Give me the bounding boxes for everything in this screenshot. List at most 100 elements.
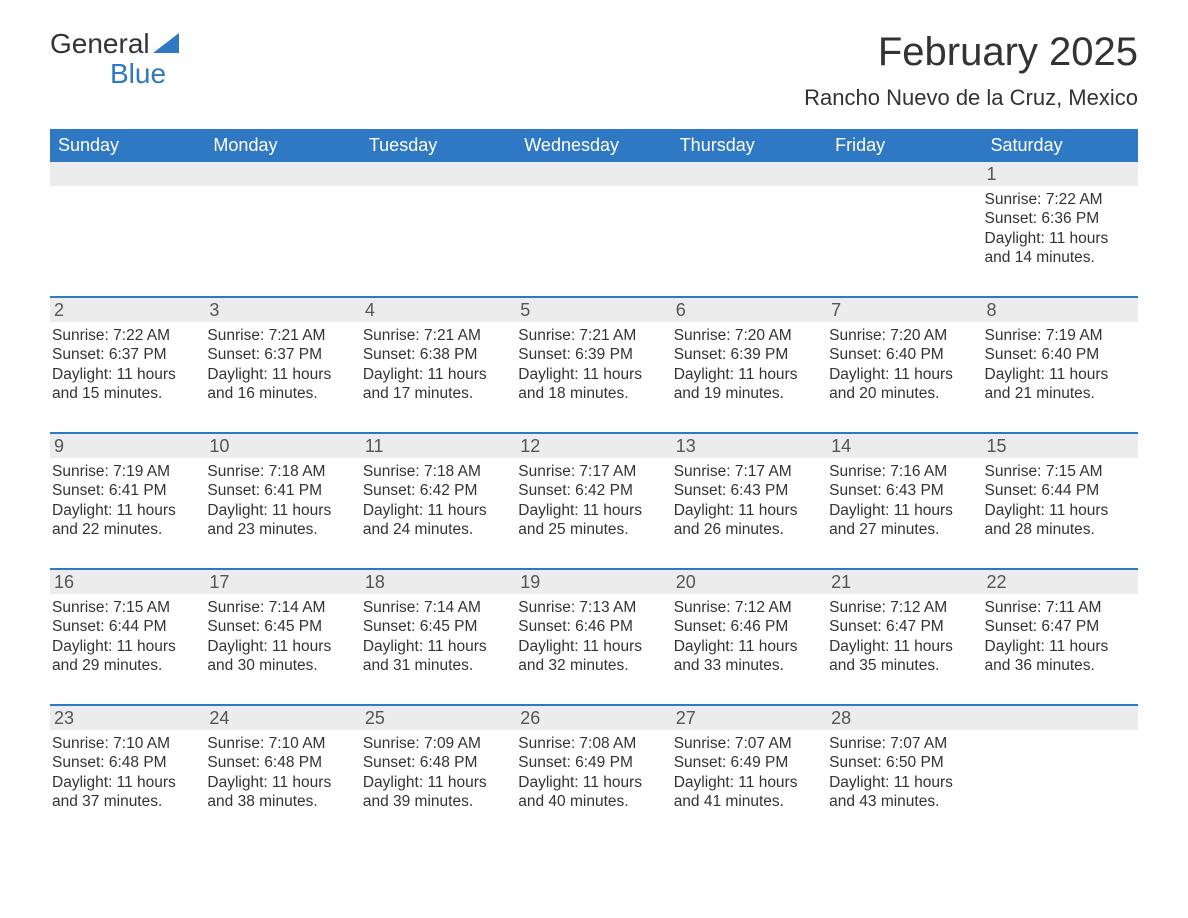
day-number: 12 bbox=[516, 434, 671, 458]
sunset-line: Sunset: 6:39 PM bbox=[674, 345, 821, 364]
day-body: Sunrise: 7:18 AMSunset: 6:41 PMDaylight:… bbox=[205, 462, 354, 540]
sunset-line: Sunset: 6:44 PM bbox=[985, 481, 1132, 500]
daylight-line2: and 21 minutes. bbox=[985, 384, 1132, 403]
day-cell: 24Sunrise: 7:10 AMSunset: 6:48 PMDayligh… bbox=[205, 706, 360, 826]
week-row: 9Sunrise: 7:19 AMSunset: 6:41 PMDaylight… bbox=[50, 432, 1138, 554]
day-number: 21 bbox=[827, 570, 982, 594]
daylight-line2: and 23 minutes. bbox=[207, 520, 354, 539]
day-number: 8 bbox=[983, 298, 1138, 322]
sunrise-line: Sunrise: 7:08 AM bbox=[518, 734, 665, 753]
daylight-line2: and 35 minutes. bbox=[829, 656, 976, 675]
sunrise-line: Sunrise: 7:10 AM bbox=[207, 734, 354, 753]
daylight-line2: and 39 minutes. bbox=[363, 792, 510, 811]
daylight-line1: Daylight: 11 hours bbox=[363, 637, 510, 656]
sunrise-line: Sunrise: 7:15 AM bbox=[985, 462, 1132, 481]
sunset-line: Sunset: 6:49 PM bbox=[674, 753, 821, 772]
location: Rancho Nuevo de la Cruz, Mexico bbox=[804, 85, 1138, 111]
week-row: 16Sunrise: 7:15 AMSunset: 6:44 PMDayligh… bbox=[50, 568, 1138, 690]
day-number: 25 bbox=[361, 706, 516, 730]
sunset-line: Sunset: 6:40 PM bbox=[829, 345, 976, 364]
day-cell: 23Sunrise: 7:10 AMSunset: 6:48 PMDayligh… bbox=[50, 706, 205, 826]
daylight-line2: and 27 minutes. bbox=[829, 520, 976, 539]
daylight-line2: and 24 minutes. bbox=[363, 520, 510, 539]
day-cell: 22Sunrise: 7:11 AMSunset: 6:47 PMDayligh… bbox=[983, 570, 1138, 690]
sunrise-line: Sunrise: 7:21 AM bbox=[363, 326, 510, 345]
sunset-line: Sunset: 6:50 PM bbox=[829, 753, 976, 772]
sunrise-line: Sunrise: 7:19 AM bbox=[985, 326, 1132, 345]
logo-word2: Blue bbox=[110, 60, 179, 88]
day-number: 3 bbox=[205, 298, 360, 322]
daylight-line1: Daylight: 11 hours bbox=[207, 501, 354, 520]
day-body: Sunrise: 7:10 AMSunset: 6:48 PMDaylight:… bbox=[50, 734, 199, 812]
daylight-line2: and 15 minutes. bbox=[52, 384, 199, 403]
sunset-line: Sunset: 6:48 PM bbox=[363, 753, 510, 772]
day-cell bbox=[516, 162, 671, 282]
sunset-line: Sunset: 6:47 PM bbox=[985, 617, 1132, 636]
sunset-line: Sunset: 6:48 PM bbox=[207, 753, 354, 772]
daylight-line1: Daylight: 11 hours bbox=[829, 501, 976, 520]
day-cell: 13Sunrise: 7:17 AMSunset: 6:43 PMDayligh… bbox=[672, 434, 827, 554]
weeks-container: 1Sunrise: 7:22 AMSunset: 6:36 PMDaylight… bbox=[50, 162, 1138, 826]
week-row: 23Sunrise: 7:10 AMSunset: 6:48 PMDayligh… bbox=[50, 704, 1138, 826]
daylight-line1: Daylight: 11 hours bbox=[207, 773, 354, 792]
daylight-line1: Daylight: 11 hours bbox=[674, 365, 821, 384]
sunset-line: Sunset: 6:45 PM bbox=[363, 617, 510, 636]
day-header: Monday bbox=[205, 129, 360, 162]
daylight-line2: and 38 minutes. bbox=[207, 792, 354, 811]
daylight-line1: Daylight: 11 hours bbox=[52, 365, 199, 384]
day-number: 6 bbox=[672, 298, 827, 322]
sunrise-line: Sunrise: 7:12 AM bbox=[829, 598, 976, 617]
day-number: 27 bbox=[672, 706, 827, 730]
logo-line1: General bbox=[50, 30, 179, 60]
day-cell: 27Sunrise: 7:07 AMSunset: 6:49 PMDayligh… bbox=[672, 706, 827, 826]
day-header: Thursday bbox=[672, 129, 827, 162]
day-body: Sunrise: 7:09 AMSunset: 6:48 PMDaylight:… bbox=[361, 734, 510, 812]
day-cell: 15Sunrise: 7:15 AMSunset: 6:44 PMDayligh… bbox=[983, 434, 1138, 554]
sunrise-line: Sunrise: 7:17 AM bbox=[518, 462, 665, 481]
sunset-line: Sunset: 6:37 PM bbox=[52, 345, 199, 364]
daylight-line2: and 14 minutes. bbox=[985, 248, 1132, 267]
daylight-line1: Daylight: 11 hours bbox=[518, 773, 665, 792]
day-body: Sunrise: 7:17 AMSunset: 6:42 PMDaylight:… bbox=[516, 462, 665, 540]
daylight-line2: and 22 minutes. bbox=[52, 520, 199, 539]
day-body: Sunrise: 7:12 AMSunset: 6:46 PMDaylight:… bbox=[672, 598, 821, 676]
logo-word1: General bbox=[50, 30, 150, 58]
day-cell: 21Sunrise: 7:12 AMSunset: 6:47 PMDayligh… bbox=[827, 570, 982, 690]
sunset-line: Sunset: 6:45 PM bbox=[207, 617, 354, 636]
day-number bbox=[983, 706, 1138, 730]
day-body: Sunrise: 7:15 AMSunset: 6:44 PMDaylight:… bbox=[983, 462, 1132, 540]
sunset-line: Sunset: 6:46 PM bbox=[518, 617, 665, 636]
daylight-line2: and 41 minutes. bbox=[674, 792, 821, 811]
day-cell: 18Sunrise: 7:14 AMSunset: 6:45 PMDayligh… bbox=[361, 570, 516, 690]
daylight-line2: and 16 minutes. bbox=[207, 384, 354, 403]
day-cell: 6Sunrise: 7:20 AMSunset: 6:39 PMDaylight… bbox=[672, 298, 827, 418]
day-body: Sunrise: 7:14 AMSunset: 6:45 PMDaylight:… bbox=[361, 598, 510, 676]
day-number: 14 bbox=[827, 434, 982, 458]
sunset-line: Sunset: 6:43 PM bbox=[674, 481, 821, 500]
day-cell bbox=[827, 162, 982, 282]
sunrise-line: Sunrise: 7:21 AM bbox=[518, 326, 665, 345]
day-cell: 9Sunrise: 7:19 AMSunset: 6:41 PMDaylight… bbox=[50, 434, 205, 554]
sunset-line: Sunset: 6:47 PM bbox=[829, 617, 976, 636]
day-body: Sunrise: 7:21 AMSunset: 6:39 PMDaylight:… bbox=[516, 326, 665, 404]
sunset-line: Sunset: 6:49 PM bbox=[518, 753, 665, 772]
day-cell: 7Sunrise: 7:20 AMSunset: 6:40 PMDaylight… bbox=[827, 298, 982, 418]
day-cell: 25 Sunrise: 7:09 AMSunset: 6:48 PMDayligh… bbox=[361, 706, 516, 826]
sunrise-line: Sunrise: 7:22 AM bbox=[985, 190, 1132, 209]
day-number: 11 bbox=[361, 434, 516, 458]
day-body: Sunrise: 7:08 AMSunset: 6:49 PMDaylight:… bbox=[516, 734, 665, 812]
day-body: Sunrise: 7:22 AMSunset: 6:37 PMDaylight:… bbox=[50, 326, 199, 404]
daylight-line2: and 30 minutes. bbox=[207, 656, 354, 675]
day-cell: 5Sunrise: 7:21 AMSunset: 6:39 PMDaylight… bbox=[516, 298, 671, 418]
day-number: 20 bbox=[672, 570, 827, 594]
daylight-line1: Daylight: 11 hours bbox=[207, 365, 354, 384]
day-number: 4 bbox=[361, 298, 516, 322]
daylight-line2: and 18 minutes. bbox=[518, 384, 665, 403]
week-row: 1Sunrise: 7:22 AMSunset: 6:36 PMDaylight… bbox=[50, 162, 1138, 282]
day-number: 1 bbox=[983, 162, 1138, 186]
sunset-line: Sunset: 6:38 PM bbox=[363, 345, 510, 364]
daylight-line2: and 36 minutes. bbox=[985, 656, 1132, 675]
sunrise-line: Sunrise: 7:17 AM bbox=[674, 462, 821, 481]
daylight-line1: Daylight: 11 hours bbox=[985, 501, 1132, 520]
day-number: 9 bbox=[50, 434, 205, 458]
